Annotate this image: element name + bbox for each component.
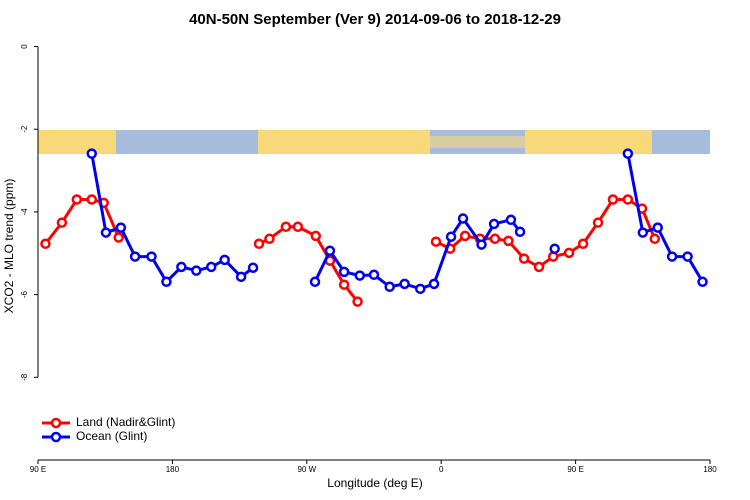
data-point	[457, 213, 469, 224]
data-point	[247, 262, 259, 273]
data-point	[161, 276, 172, 288]
data-point	[354, 270, 366, 281]
data-point	[399, 278, 410, 290]
x-tick-label: 90 E	[30, 465, 46, 474]
data-point	[176, 261, 187, 273]
x-tick-label: 0	[439, 465, 444, 474]
data-point	[338, 266, 350, 278]
data-point	[649, 233, 660, 245]
data-point	[622, 194, 634, 205]
data-point	[56, 217, 68, 228]
legend-marker	[50, 417, 62, 429]
data-point	[428, 278, 440, 290]
data-point	[415, 283, 426, 295]
data-point	[115, 222, 127, 233]
data-point	[219, 254, 230, 266]
data-point	[476, 239, 487, 250]
y-tick-label: -4	[20, 208, 29, 216]
x-tick-label: 90 E	[567, 465, 583, 474]
data-point	[607, 194, 619, 205]
x-axis-label: Longitude (deg E)	[327, 476, 422, 490]
data-point	[682, 251, 693, 262]
data-point	[622, 148, 634, 159]
data-point	[309, 276, 321, 288]
data-point	[86, 194, 98, 205]
data-point	[235, 271, 247, 283]
x-tick-label: 180	[166, 465, 180, 474]
data-point	[505, 214, 517, 226]
data-point	[503, 235, 514, 247]
data-point	[514, 226, 526, 238]
y-axis-label: XCO2 - MLO trend (ppm)	[2, 179, 16, 314]
data-point	[459, 230, 471, 242]
map-strip	[38, 130, 710, 154]
x-tick-label: 90 W	[297, 465, 316, 474]
data-point	[338, 279, 350, 290]
legend-label: Land (Nadir&Glint)	[76, 415, 175, 429]
data-point	[533, 261, 545, 273]
data-point	[368, 269, 380, 281]
data-point	[324, 245, 336, 257]
data-point	[280, 221, 292, 233]
data-point	[577, 238, 589, 250]
legend-marker	[50, 431, 62, 443]
data-point	[310, 230, 322, 242]
data-point	[637, 227, 649, 238]
data-point	[697, 276, 708, 288]
data-point	[86, 148, 98, 159]
data-point	[488, 218, 500, 230]
data-point	[352, 296, 363, 307]
data-point	[489, 233, 501, 245]
data-point	[430, 236, 442, 247]
data-point	[146, 251, 157, 262]
y-tick-label: -2	[20, 125, 29, 133]
data-point	[592, 217, 604, 228]
data-point	[129, 251, 141, 262]
data-point	[113, 232, 124, 243]
data-point	[292, 221, 304, 233]
data-point	[205, 261, 217, 273]
data-point	[253, 238, 265, 250]
y-tick-label: -6	[20, 291, 29, 299]
data-point	[563, 247, 575, 259]
chart-title: 40N-50N September (Ver 9) 2014-09-06 to …	[189, 11, 561, 28]
y-tick-label: 0	[20, 44, 29, 49]
data-point	[666, 251, 678, 262]
data-point	[100, 227, 112, 238]
series-line	[44, 198, 657, 303]
data-point	[71, 194, 83, 205]
data-point	[445, 231, 457, 242]
data-point	[264, 233, 275, 245]
data-point	[518, 253, 530, 264]
x-tick-label: 180	[703, 465, 717, 474]
data-point	[40, 238, 51, 250]
data-point	[652, 222, 663, 233]
data-point	[191, 265, 202, 276]
data-point	[549, 243, 560, 254]
legend-label: Ocean (Glint)	[76, 429, 147, 443]
y-tick-label: -8	[20, 373, 29, 381]
data-point	[384, 281, 395, 293]
